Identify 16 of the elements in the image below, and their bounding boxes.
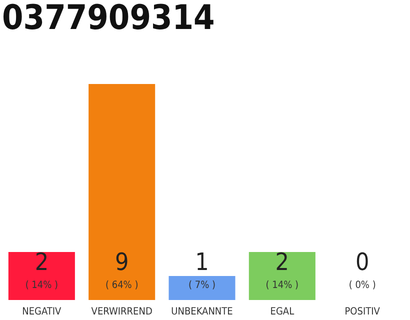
data-label: 0 [355, 248, 370, 276]
data-label: 1 [195, 248, 209, 276]
data-label: 2 [34, 248, 49, 276]
annotation: ( 0% ) [348, 280, 376, 291]
chart-title: 0377909314 [2, 0, 215, 38]
data-label: 2 [275, 248, 290, 276]
annotation: ( 7% ) [188, 280, 216, 291]
data-label: 9 [114, 248, 129, 276]
x-tick-label: NEGATIV [22, 306, 62, 318]
x-tick-label: EGAL [270, 306, 294, 318]
x-tick-label: UNBEKANNTE [171, 306, 234, 318]
x-tick-label: POSITIV [344, 306, 381, 318]
annotation: ( 64% ) [105, 280, 138, 291]
annotation: ( 14% ) [25, 280, 58, 291]
annotation: ( 14% ) [266, 280, 299, 291]
x-tick-label: VERWIRREND [91, 306, 152, 318]
